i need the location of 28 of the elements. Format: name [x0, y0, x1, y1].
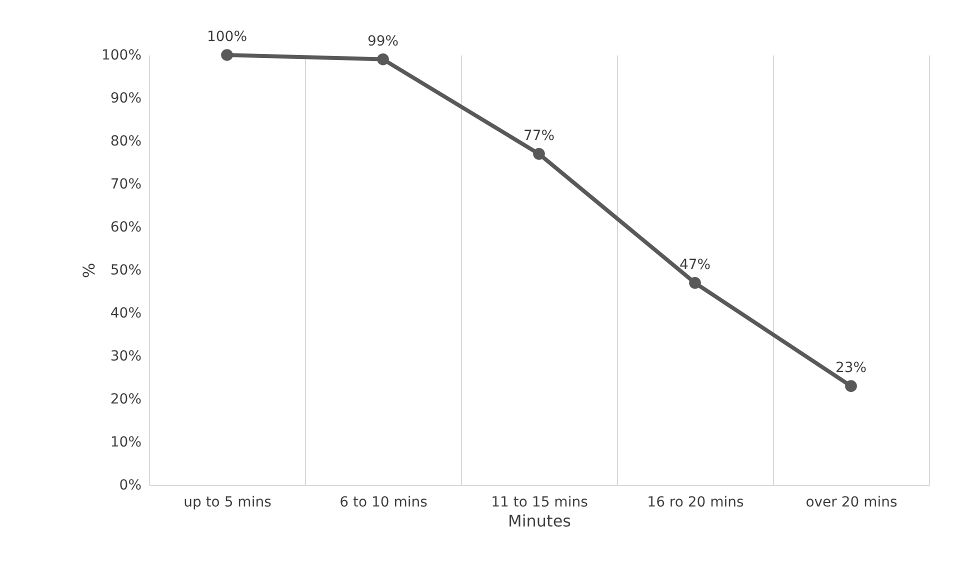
- x-tick-label: 16 ro 20 mins: [647, 494, 744, 510]
- data-label: 77%: [523, 128, 555, 144]
- point: [377, 53, 389, 66]
- y-tick-label: 30%: [110, 348, 142, 364]
- point: [689, 276, 701, 289]
- point: [221, 49, 233, 61]
- y-tick-label: 40%: [110, 306, 142, 322]
- y-tick-label: 0%: [119, 478, 142, 494]
- point: [845, 380, 857, 392]
- y-tick-label: 70%: [110, 176, 142, 192]
- data-label: 23%: [835, 360, 867, 376]
- y-tick-label: 80%: [110, 134, 142, 150]
- y-tick-label: 10%: [110, 434, 142, 450]
- x-tick-label: up to 5 mins: [184, 494, 272, 510]
- data-label: 99%: [367, 33, 399, 50]
- x-tick-label: over 20 mins: [806, 494, 898, 510]
- y-tick-label: 90%: [110, 90, 142, 106]
- y-tick-label: 20%: [110, 392, 142, 408]
- y-tick-label: 100%: [101, 48, 142, 64]
- x-axis-title: Minutes: [508, 512, 571, 530]
- x-tick-label: 11 to 15 mins: [491, 494, 588, 510]
- data-label: 100%: [206, 29, 248, 45]
- data-label: 47%: [679, 256, 711, 273]
- y-axis-title: %: [79, 262, 98, 278]
- x-tick-label: 6 to 10 mins: [340, 494, 428, 510]
- point: [533, 148, 545, 160]
- y-tick-label: 50%: [110, 262, 142, 278]
- y-tick-label: 60%: [110, 220, 142, 236]
